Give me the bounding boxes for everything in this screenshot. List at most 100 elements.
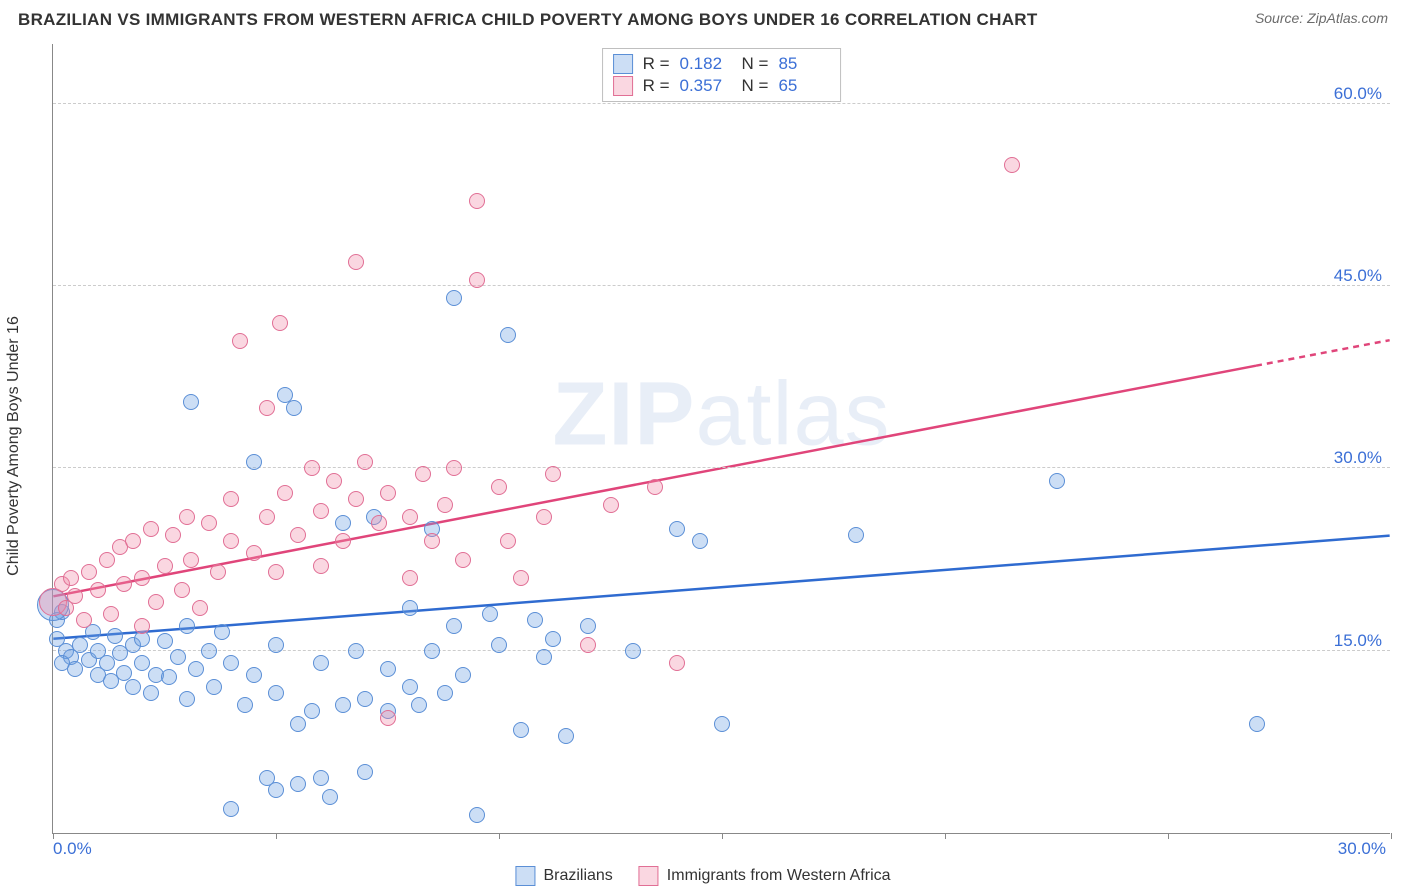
y-tick-label: 45.0%	[1334, 266, 1382, 286]
correlation-legend: R =0.182N =85R =0.357N =65	[602, 48, 842, 102]
data-point	[322, 789, 338, 805]
data-point	[143, 521, 159, 537]
data-point	[848, 527, 864, 543]
data-point	[669, 521, 685, 537]
data-point	[714, 716, 730, 732]
legend-swatch	[639, 866, 659, 886]
data-point	[99, 552, 115, 568]
data-point	[500, 533, 516, 549]
data-point	[63, 570, 79, 586]
data-point	[268, 685, 284, 701]
data-point	[125, 533, 141, 549]
data-point	[536, 649, 552, 665]
data-point	[424, 643, 440, 659]
data-point	[357, 764, 373, 780]
data-point	[268, 782, 284, 798]
x-tick-label: 30.0%	[1338, 839, 1386, 859]
y-tick-label: 30.0%	[1334, 448, 1382, 468]
legend-n-label: N =	[742, 54, 769, 74]
data-point	[76, 612, 92, 628]
data-point	[259, 509, 275, 525]
data-point	[290, 716, 306, 732]
gridline	[53, 650, 1390, 651]
y-tick-label: 60.0%	[1334, 84, 1382, 104]
data-point	[188, 661, 204, 677]
data-point	[157, 633, 173, 649]
data-point	[67, 588, 83, 604]
data-point	[206, 679, 222, 695]
x-tick	[276, 833, 277, 839]
data-point	[116, 576, 132, 592]
data-point	[402, 679, 418, 695]
data-point	[179, 509, 195, 525]
data-point	[223, 801, 239, 817]
data-point	[72, 637, 88, 653]
watermark-bold: ZIP	[552, 364, 695, 464]
y-tick-label: 15.0%	[1334, 631, 1382, 651]
data-point	[232, 333, 248, 349]
data-point	[214, 624, 230, 640]
data-point	[125, 679, 141, 695]
legend-swatch	[613, 76, 633, 96]
legend-item: Immigrants from Western Africa	[639, 866, 891, 886]
source-label: Source:	[1255, 10, 1307, 26]
data-point	[335, 697, 351, 713]
data-point	[545, 631, 561, 647]
data-point	[192, 600, 208, 616]
data-point	[157, 558, 173, 574]
x-tick	[722, 833, 723, 839]
data-point	[469, 193, 485, 209]
data-point	[455, 552, 471, 568]
data-point	[491, 479, 507, 495]
data-point	[455, 667, 471, 683]
data-point	[669, 655, 685, 671]
data-point	[513, 722, 529, 738]
data-point	[446, 460, 462, 476]
data-point	[179, 618, 195, 634]
data-point	[165, 527, 181, 543]
data-point	[313, 770, 329, 786]
data-point	[1004, 157, 1020, 173]
data-point	[268, 637, 284, 653]
legend-item: Brazilians	[515, 866, 612, 886]
x-tick	[1391, 833, 1392, 839]
data-point	[103, 606, 119, 622]
data-point	[527, 612, 543, 628]
data-point	[446, 618, 462, 634]
legend-r-label: R =	[643, 54, 670, 74]
data-point	[290, 776, 306, 792]
data-point	[143, 685, 159, 701]
data-point	[107, 628, 123, 644]
data-point	[116, 665, 132, 681]
data-point	[603, 497, 619, 513]
data-point	[81, 564, 97, 580]
data-point	[201, 515, 217, 531]
x-tick-label: 0.0%	[53, 839, 92, 859]
data-point	[647, 479, 663, 495]
data-point	[268, 564, 284, 580]
data-point	[201, 643, 217, 659]
data-point	[335, 515, 351, 531]
data-point	[170, 649, 186, 665]
data-point	[286, 400, 302, 416]
watermark-rest: atlas	[695, 364, 890, 464]
legend-swatch	[515, 866, 535, 886]
data-point	[210, 564, 226, 580]
data-point	[313, 655, 329, 671]
source-attribution: Source: ZipAtlas.com	[1255, 10, 1388, 26]
data-point	[536, 509, 552, 525]
source-value: ZipAtlas.com	[1307, 10, 1388, 26]
legend-n-value: 85	[778, 54, 830, 74]
data-point	[1049, 473, 1065, 489]
x-tick	[945, 833, 946, 839]
data-point	[304, 460, 320, 476]
data-point	[246, 545, 262, 561]
data-point	[326, 473, 342, 489]
x-tick	[1168, 833, 1169, 839]
data-point	[348, 254, 364, 270]
data-point	[545, 466, 561, 482]
data-point	[558, 728, 574, 744]
legend-r-label: R =	[643, 76, 670, 96]
gridline	[53, 103, 1390, 104]
data-point	[469, 272, 485, 288]
